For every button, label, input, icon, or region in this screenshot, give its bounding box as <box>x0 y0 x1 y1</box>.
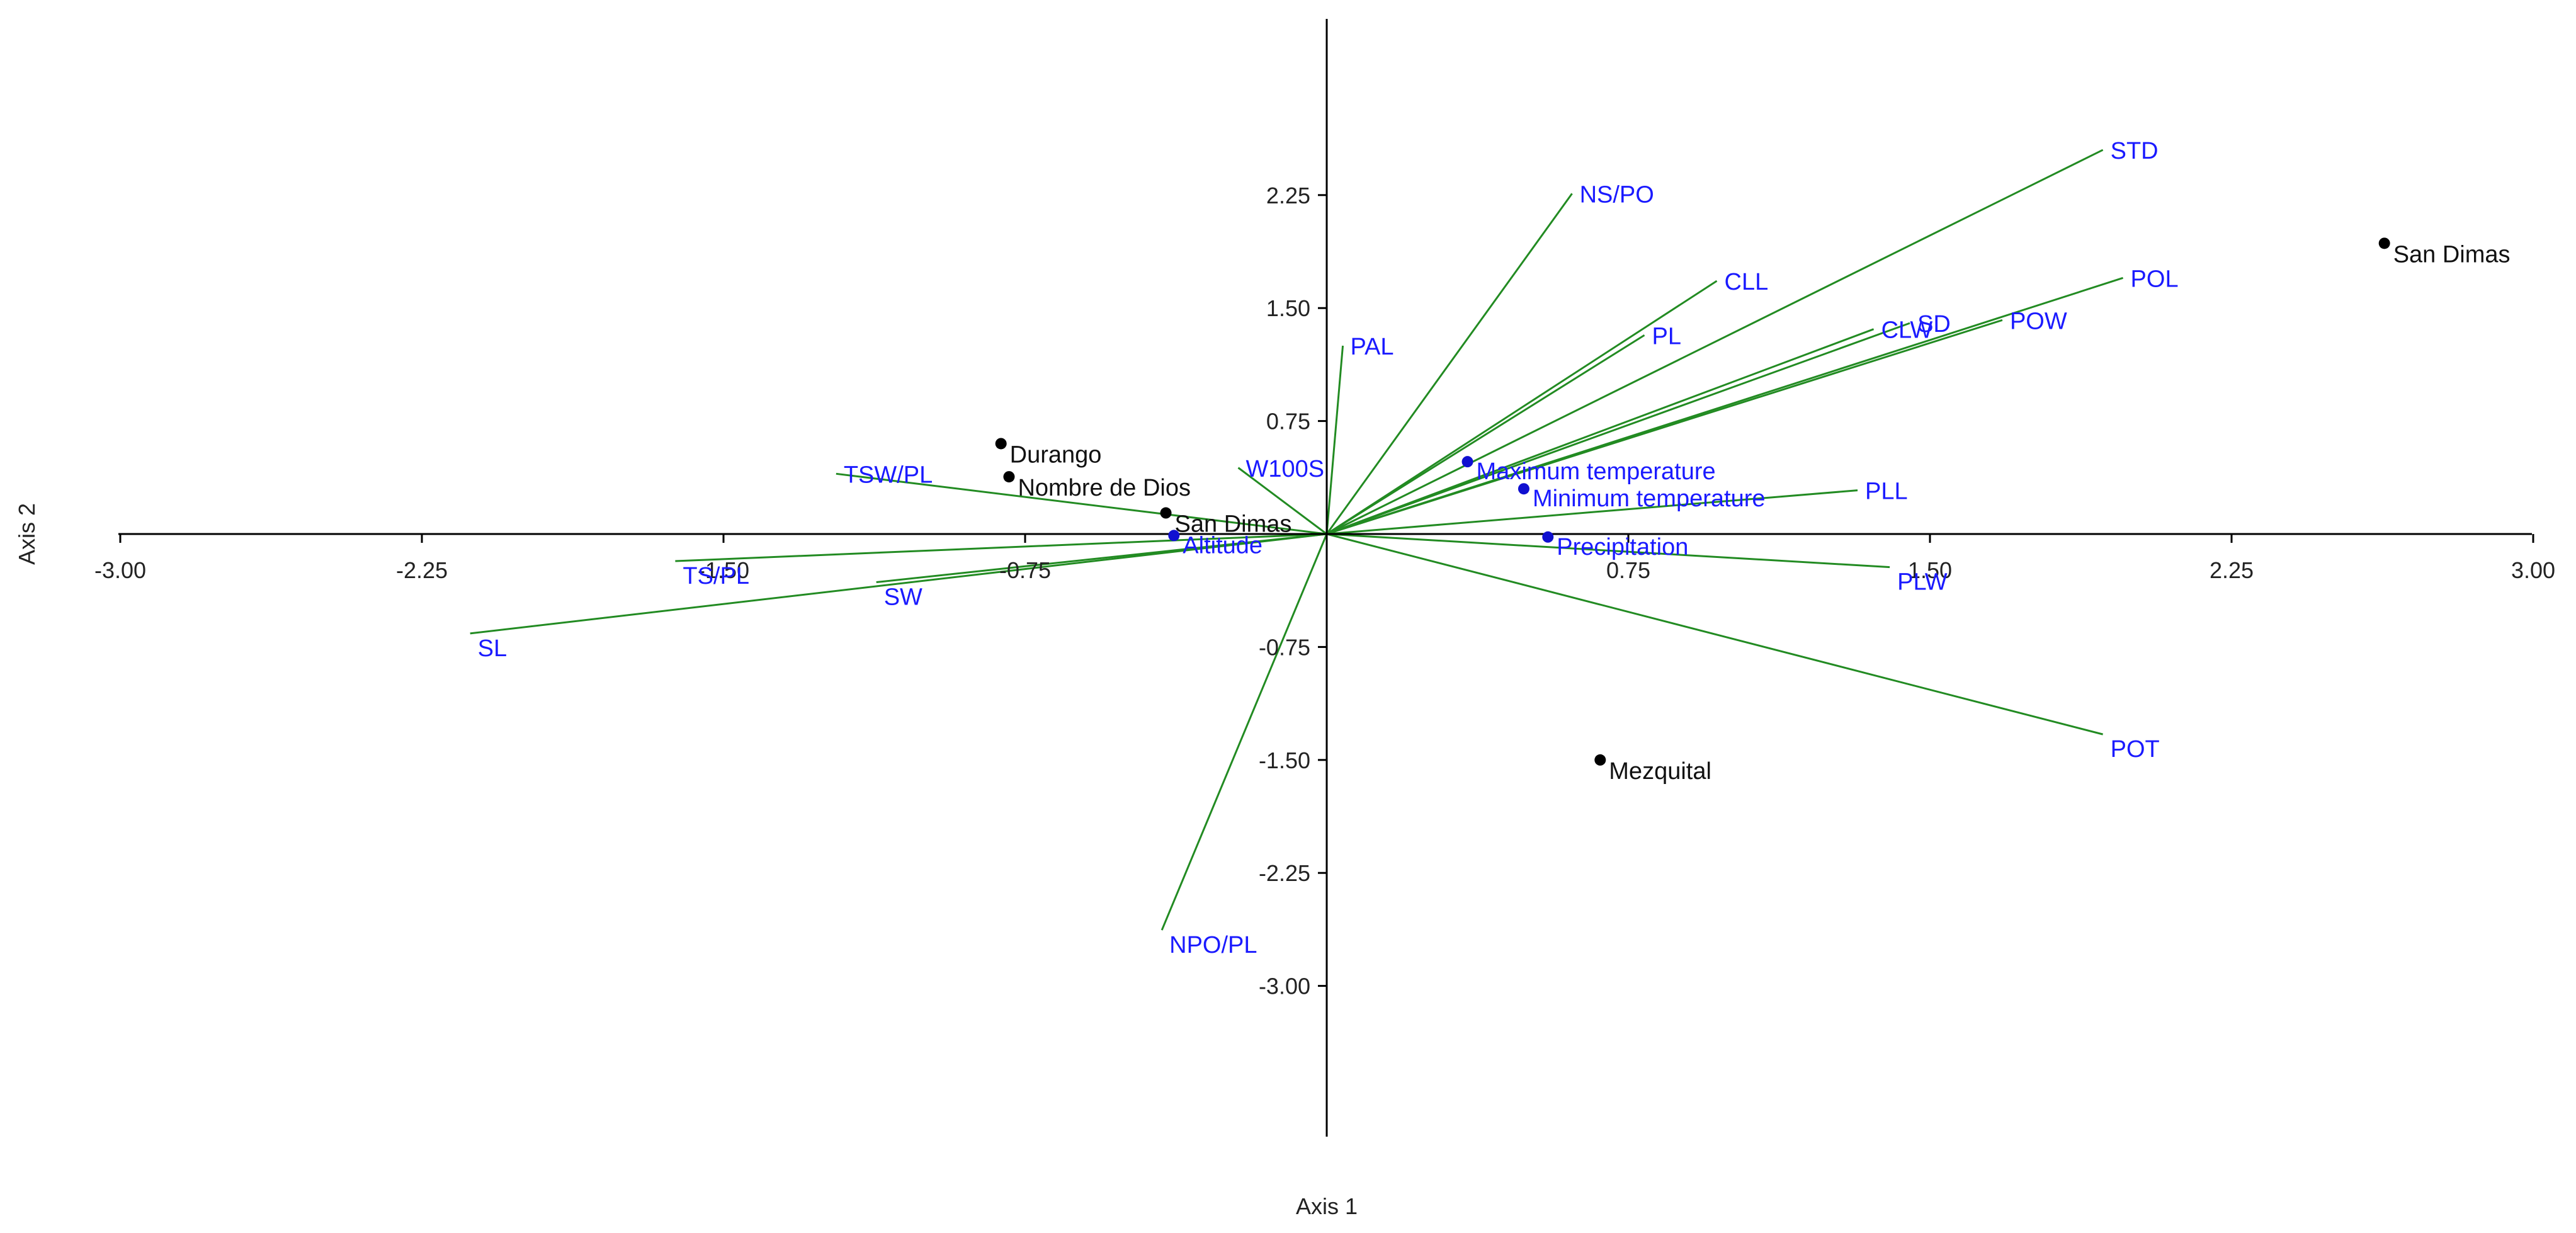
vector-label-clw: CLW <box>1881 317 1933 344</box>
vector-label-pll: PLL <box>1865 479 1908 505</box>
vector-label-w100s: W100S <box>1245 456 1324 482</box>
site-label-nombre-de-dios: Nombre de Dios <box>1018 475 1191 501</box>
site-point-san-dimas <box>1160 507 1172 519</box>
vector-clw <box>1326 328 1875 535</box>
ticks-layer: -3.00 -2.25 -1.50 -0.75 0.75 1.50 2.25 3.00 2.25… <box>94 183 2555 999</box>
vector-tsw-pl <box>836 472 1327 535</box>
vector-label-pow: POW <box>2010 308 2067 334</box>
env-point-minimum-temperature <box>1518 483 1529 495</box>
vector-sl <box>470 533 1327 635</box>
y-tick-label: -2.25 <box>1259 860 1310 886</box>
vector-label-npo-pl: NPO/PL <box>1169 932 1257 958</box>
vector-npo-pl <box>1160 533 1328 931</box>
x-tick-label: 1.50 <box>1908 557 1952 583</box>
vector-label-std: STD <box>2111 138 2159 164</box>
vector-label-cll: CLL <box>1725 269 1769 295</box>
y-axis-title: Axis 2 <box>14 503 40 565</box>
vector-label-sd: SD <box>1917 311 1951 338</box>
vector-ts-pl <box>675 533 1327 562</box>
vector-label-ts-pl: TS/PL <box>683 563 749 589</box>
vector-label-plw: PLW <box>1897 569 1948 596</box>
x-tick-label: -3.00 <box>94 557 146 583</box>
env-label-altitude: Altitude <box>1183 532 1262 559</box>
env-label-minimum-temperature: Minimum temperature <box>1533 486 1766 512</box>
vector-ns-po <box>1325 193 1573 535</box>
site-label-mezquital: Mezquital <box>1609 758 1711 785</box>
vector-label-pot: POT <box>2111 736 2160 763</box>
x-tick-label: -0.75 <box>999 557 1051 583</box>
site-point-san-dimas <box>2378 237 2390 249</box>
site-point-mezquital <box>1594 754 1606 766</box>
axes-layer <box>118 19 2532 1137</box>
vector-cll <box>1326 280 1718 535</box>
x-tick-label: -2.25 <box>396 557 448 583</box>
vector-w100s <box>1237 467 1327 535</box>
vector-pll <box>1326 489 1858 535</box>
site-label-san-dimas: San Dimas <box>2393 241 2511 268</box>
vectors-layer <box>470 149 2124 931</box>
vector-label-sl: SL <box>478 635 507 662</box>
x-tick-label: 3.00 <box>2511 557 2555 583</box>
y-tick-label: -1.50 <box>1259 747 1310 773</box>
site-point-nombre-de-dios <box>1003 471 1015 483</box>
site-label-san-dimas: San Dimas <box>1175 511 1292 538</box>
y-tick-label: -0.75 <box>1259 634 1310 660</box>
vector-std <box>1326 149 2104 535</box>
vector-plw <box>1326 533 1890 569</box>
y-tick-label: 1.50 <box>1266 295 1310 321</box>
env-label-precipitation: Precipitation <box>1557 534 1688 560</box>
vector-label-pal: PAL <box>1351 334 1394 360</box>
env-point-maximum-temperature <box>1461 456 1473 468</box>
env-label-maximum-temperature: Maximum temperature <box>1477 458 1716 485</box>
points-layer <box>995 237 2390 766</box>
vector-label-sw: SW <box>884 584 922 611</box>
x-tick-label: 2.25 <box>2210 557 2254 583</box>
site-point-durango <box>995 438 1007 450</box>
vector-pal <box>1325 345 1344 535</box>
vector-pl <box>1326 334 1645 535</box>
vector-label-tsw-pl: TSW/PL <box>844 462 933 488</box>
x-tick-label: -1.50 <box>698 557 749 583</box>
vector-label-pl: PL <box>1652 323 1681 349</box>
y-tick-label: -3.00 <box>1259 974 1310 999</box>
vector-label-ns-po: NS/PO <box>1580 181 1654 208</box>
env-point-altitude <box>1168 530 1180 542</box>
x-axis-title: Axis 1 <box>1296 1193 1358 1219</box>
vector-pot <box>1326 533 2104 736</box>
site-label-durango: Durango <box>1010 441 1102 468</box>
vector-sd <box>1326 322 1910 535</box>
vector-pow <box>1326 319 2003 535</box>
y-tick-label: 2.25 <box>1266 183 1310 208</box>
env-point-precipitation <box>1542 531 1554 543</box>
y-tick-label: 0.75 <box>1266 409 1310 435</box>
x-tick-label: 0.75 <box>1606 557 1650 583</box>
vector-label-pol: POL <box>2131 266 2179 292</box>
